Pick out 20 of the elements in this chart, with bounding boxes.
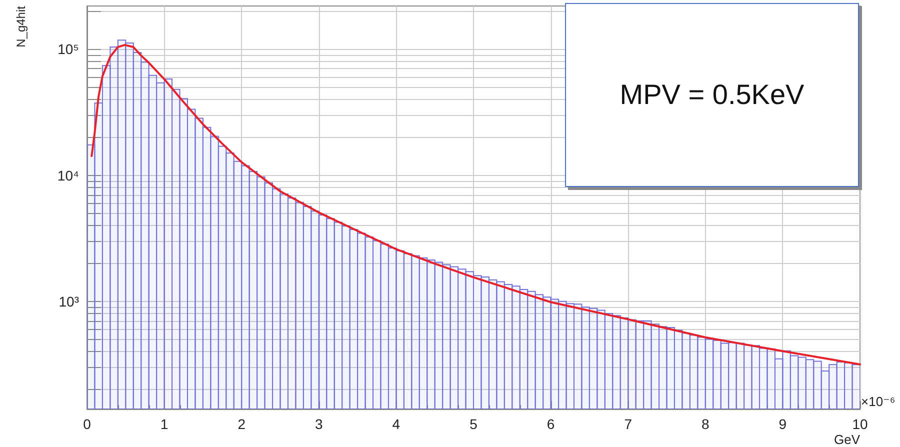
x-tick-label: 8 bbox=[702, 416, 710, 432]
x-tick-label: 7 bbox=[624, 416, 632, 432]
x-axis-title: GeV bbox=[834, 432, 860, 447]
x-tick-label: 1 bbox=[160, 416, 168, 432]
x-tick-label: 2 bbox=[238, 416, 246, 432]
text: ×10⁻⁶ bbox=[861, 394, 896, 409]
y-tick-label: 10⁵ bbox=[58, 41, 79, 58]
y-axis-title: N_g4hit bbox=[14, 5, 28, 48]
note-box: MPV = 0.5KeV bbox=[565, 3, 859, 187]
annotation: MPV = 0.5KeV bbox=[620, 79, 804, 111]
x-tick-label: 3 bbox=[315, 416, 323, 432]
line-series bbox=[90, 44, 861, 366]
x-tick-label: 4 bbox=[392, 416, 400, 432]
y-tick-label: 10³ bbox=[58, 293, 80, 310]
x-tick-label: 0 bbox=[83, 416, 92, 432]
x-tick-label: 5 bbox=[470, 416, 478, 432]
y-tick-label: 10⁴ bbox=[57, 167, 79, 184]
x-tick-label: 9 bbox=[778, 416, 787, 432]
x-tick-label: 10 bbox=[852, 416, 868, 432]
x-tick-label: 6 bbox=[546, 416, 555, 432]
